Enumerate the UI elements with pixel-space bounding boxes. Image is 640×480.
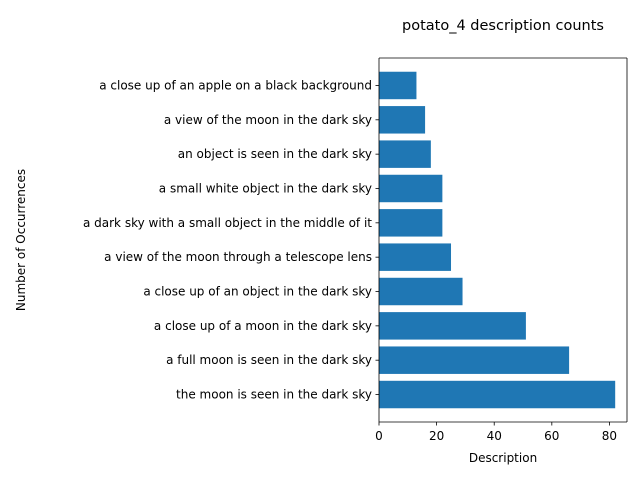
y-axis-label: Number of Occurrences [14,169,28,311]
y-tick-label: the moon is seen in the dark sky [176,388,372,402]
y-tick-labels: the moon is seen in the dark sky a full m… [83,78,379,402]
bar [379,277,463,306]
y-tick-label: a small white object in the dark sky [159,181,372,195]
bar [379,106,426,134]
bar [379,174,443,203]
bar [379,312,526,340]
x-tick-label: 0 [375,429,383,443]
x-axis-label: Description [469,451,537,465]
x-tick-label: 80 [602,429,617,443]
y-tick-label: a close up of an apple on a black backgr… [99,78,372,92]
axes-frame [378,57,628,423]
y-tick-label: a full moon is seen in the dark sky [166,353,372,367]
bar [379,71,417,100]
y-tick-label: a close up of an object in the dark sky [143,285,372,299]
bar [379,243,452,271]
y-tick-label: a close up of a moon in the dark sky [154,319,372,333]
y-tick-label: an object is seen in the dark sky [178,147,372,161]
bar [379,380,616,409]
y-tick-label: a view of the moon in the dark sky [164,113,372,127]
bar [379,346,570,374]
chart-title: potato_4 description counts [402,18,604,34]
x-tick-labels: 0 20 40 60 80 [375,422,617,443]
y-tick-label: a dark sky with a small object in the mi… [83,216,372,230]
x-tick-label: 20 [429,429,444,443]
y-tick-label: a view of the moon through a telescope l… [104,250,372,264]
x-tick-label: 40 [487,429,502,443]
bar [379,209,443,237]
bar [379,140,431,168]
bars-group [379,71,616,409]
x-tick-label: 60 [544,429,559,443]
